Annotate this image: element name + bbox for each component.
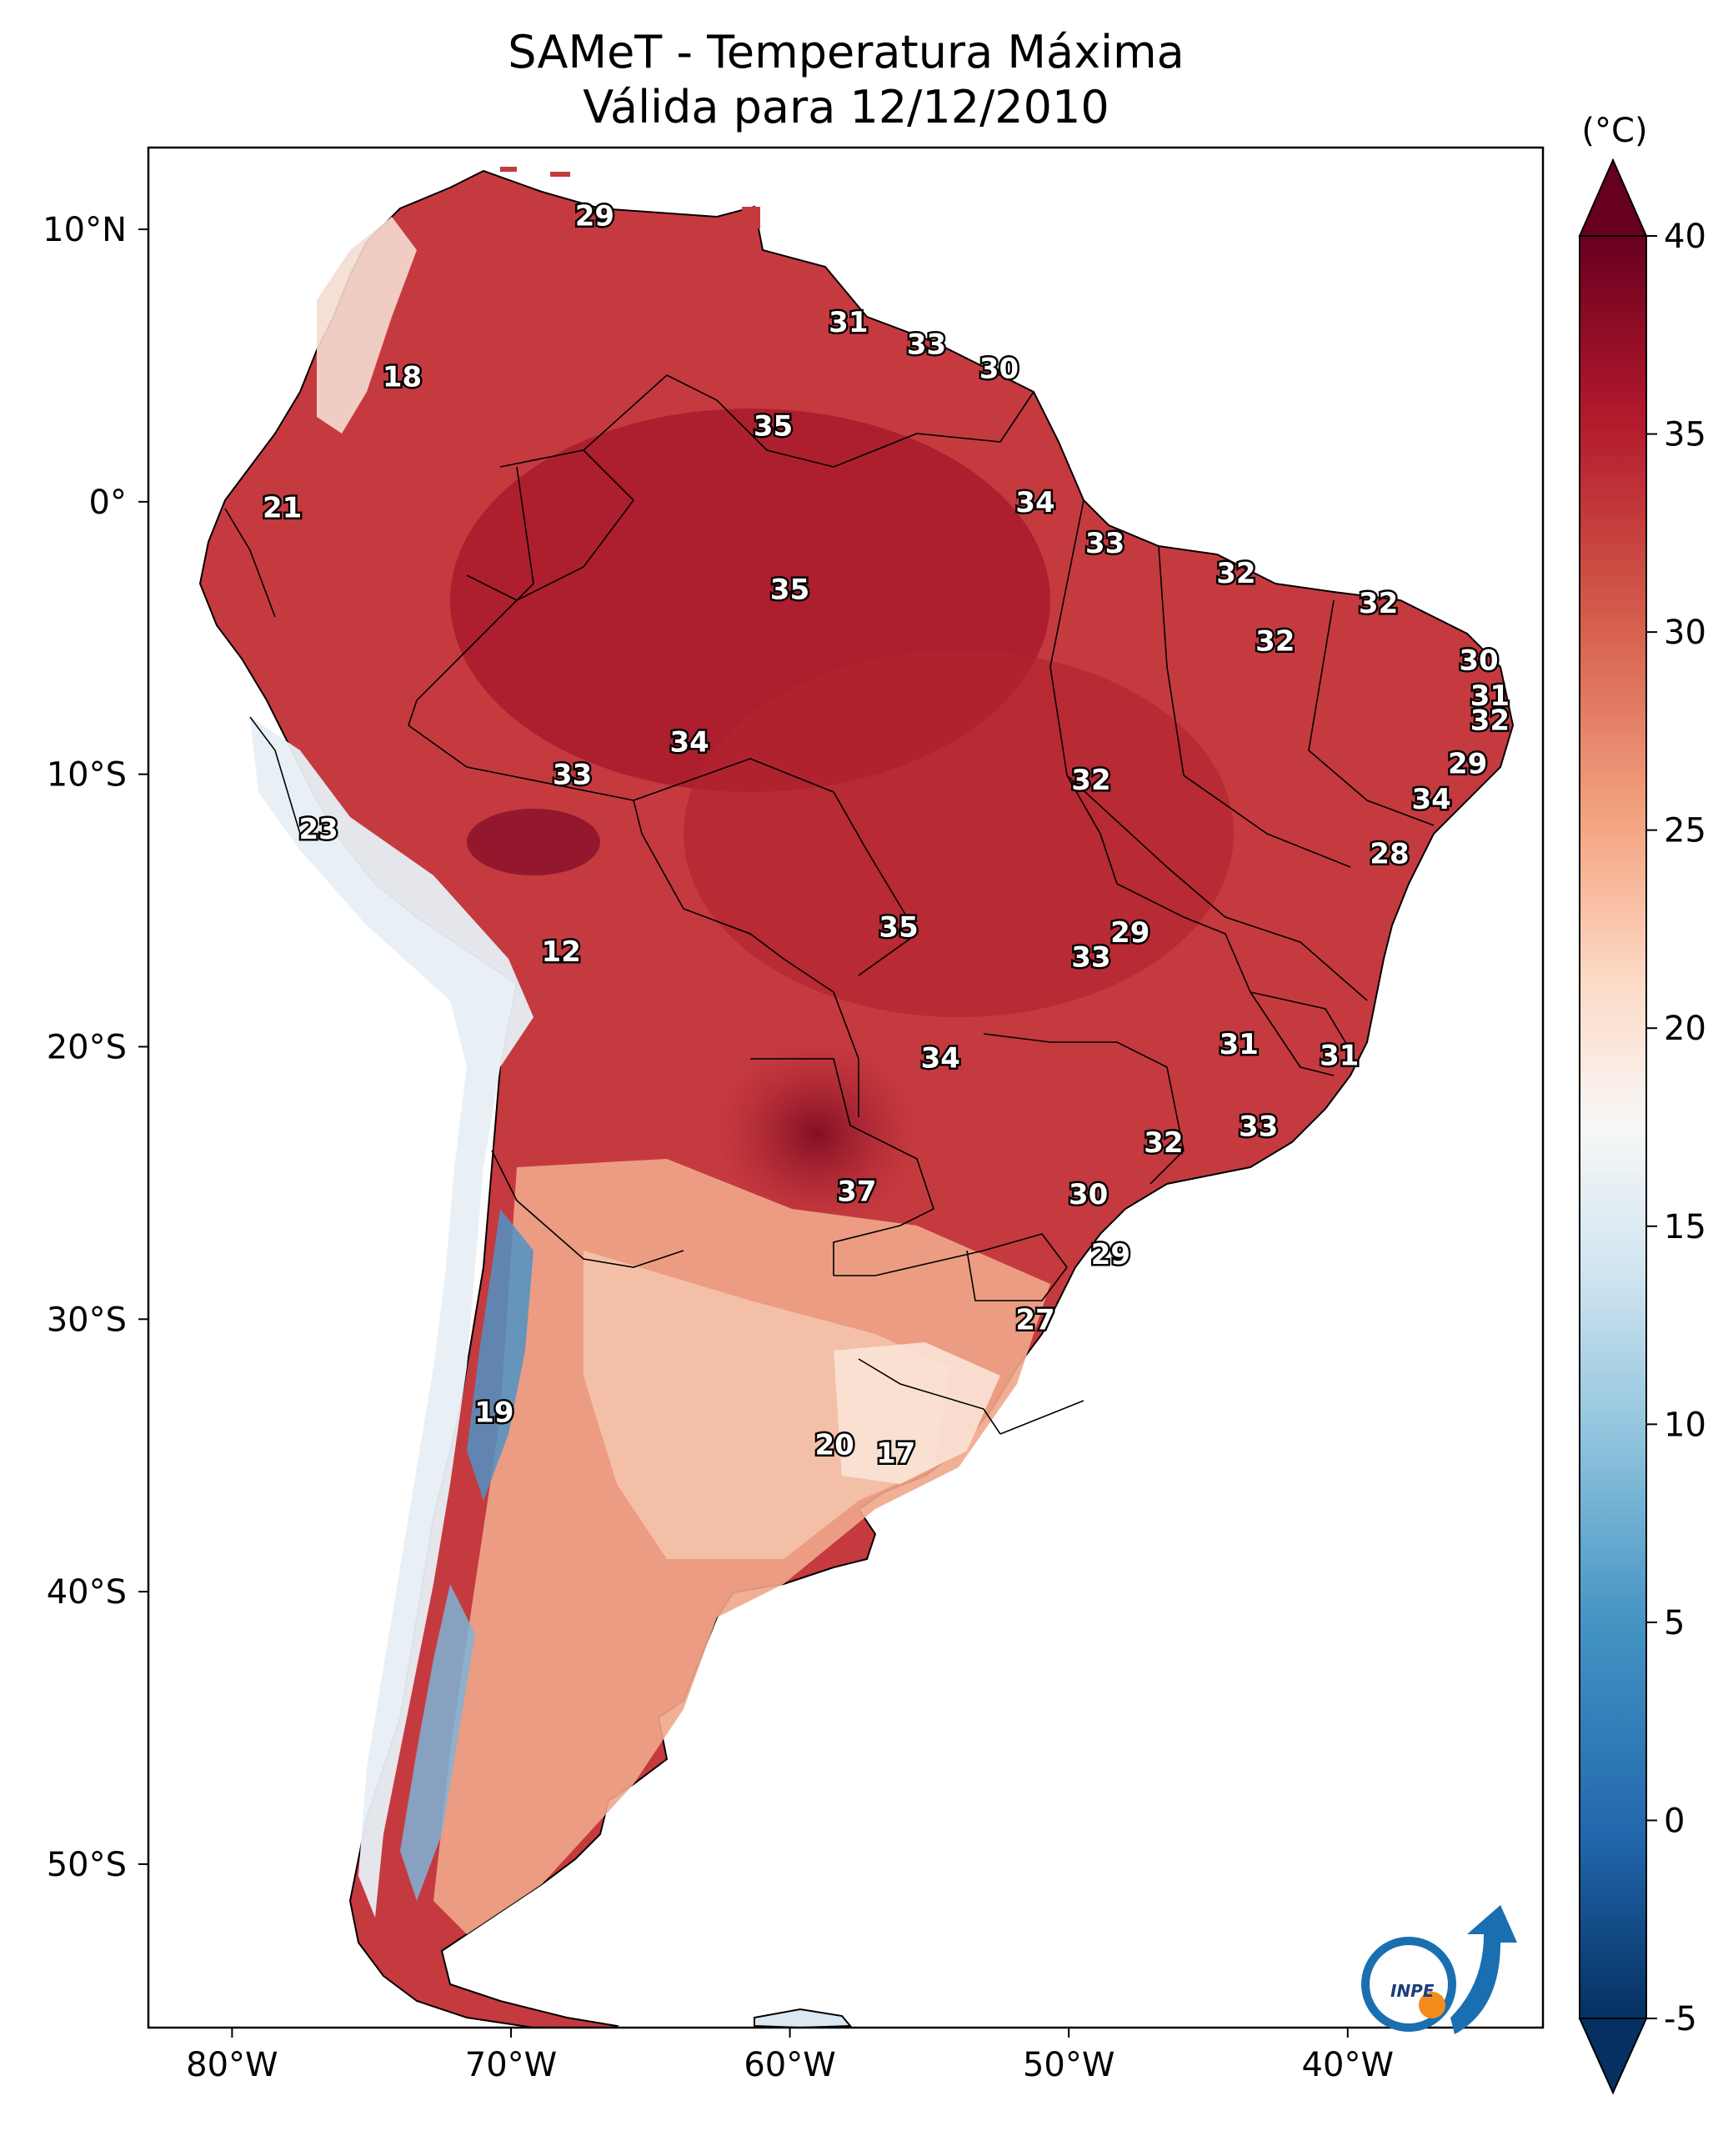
lat-tick-label: 30°S: [47, 1301, 127, 1339]
lon-tick-label: 80°W: [186, 2046, 278, 2084]
station-value-label: 32: [1255, 625, 1295, 659]
logo-text: INPE: [1390, 1981, 1435, 2001]
map-title: SAMeT - Temperatura Máxima: [508, 26, 1185, 78]
colorbar-tick-label: 5: [1664, 1604, 1685, 1642]
country-borders: [224, 374, 1435, 1435]
station-value-label: 32: [1470, 704, 1510, 737]
longitude-axis: 80°W 70°W 60°W 50°W 40°W: [186, 2028, 1394, 2084]
station-value-label: 35: [754, 409, 793, 443]
station-value-label: 29: [1448, 748, 1487, 781]
station-value-label: 27: [1015, 1303, 1054, 1336]
station-value-label: 35: [770, 573, 809, 606]
station-value-label: 28: [1370, 837, 1409, 870]
station-value-label: 31: [829, 306, 868, 339]
lat-tick-label: 50°S: [47, 1846, 127, 1884]
lon-tick-label: 40°W: [1302, 2046, 1394, 2084]
lat-tick-label: 10°S: [47, 756, 127, 795]
station-value-label: 21: [263, 491, 302, 524]
station-value-label: 33: [553, 759, 592, 792]
colorbar-max-extend: [1578, 158, 1648, 237]
lat-tick-label: 10°N: [43, 211, 127, 249]
station-value-label: 17: [876, 1436, 915, 1470]
station-value-label: 31: [1320, 1039, 1359, 1072]
lon-tick-label: 50°W: [1023, 2046, 1114, 2084]
colorbar-scale: [1579, 235, 1647, 2019]
lon-tick-label: 70°W: [465, 2046, 557, 2084]
colorbar-tick-label: 15: [1664, 1208, 1706, 1246]
station-value-label: 30: [979, 353, 1019, 386]
station-value-label: 23: [298, 813, 338, 846]
station-value-label: 29: [1091, 1238, 1130, 1271]
colorbar-tick-label: 30: [1664, 614, 1706, 652]
map-border: [147, 146, 1545, 2029]
station-value-label: 32: [1216, 557, 1255, 590]
inpe-logo: INPE: [1361, 1905, 1517, 2034]
station-value-label: 31: [1470, 679, 1510, 713]
station-value-label: 30: [1459, 644, 1498, 677]
colorbar-tick-label: 40: [1664, 218, 1706, 256]
station-value-label: 33: [1071, 941, 1110, 975]
station-value-label: 34: [669, 725, 709, 759]
station-value-label: 33: [1085, 527, 1124, 560]
station-value-label: 32: [1071, 764, 1110, 797]
station-value-label: 29: [1110, 916, 1150, 950]
latitude-axis: 10°N 0° 10°S 20°S 30°S 40°S 50°S: [43, 211, 148, 1884]
lat-tick-label: 0°: [89, 484, 127, 522]
colorbar-ticks: 40 35 30 25 20 15 10 5 0 -5: [1646, 218, 1706, 2038]
station-value-label: 32: [1144, 1126, 1183, 1160]
lon-tick-label: 60°W: [744, 2046, 835, 2084]
station-value-label: 34: [921, 1042, 960, 1075]
colorbar-tick-label: 25: [1664, 812, 1706, 850]
station-value-label: 30: [1069, 1178, 1108, 1211]
station-value-label: 12: [542, 935, 581, 969]
station-value-label: 33: [1239, 1110, 1278, 1143]
station-value-label: 29: [575, 200, 614, 233]
station-value-label: 19: [474, 1396, 513, 1429]
colorbar-tick-label: 0: [1664, 1802, 1685, 1840]
lat-tick-label: 20°S: [47, 1028, 127, 1066]
station-value-label: 20: [814, 1429, 854, 1462]
station-value-label: 34: [1411, 783, 1450, 816]
lat-tick-label: 40°S: [47, 1573, 127, 1612]
station-value-label: 34: [1015, 486, 1054, 519]
station-value-label: 18: [383, 361, 422, 394]
station-value-label: 31: [1220, 1028, 1259, 1061]
temperature-field: [198, 167, 1515, 2028]
station-value-label: 35: [879, 911, 918, 945]
station-value-label: 37: [837, 1176, 876, 1209]
station-value-label: 32: [1359, 587, 1398, 620]
colorbar-min-extend: [1578, 2018, 1648, 2095]
colorbar-unit: (°C): [1581, 112, 1647, 150]
colorbar-tick-label: 10: [1664, 1406, 1706, 1444]
colorbar-tick-label: 20: [1664, 1010, 1706, 1048]
station-value-label: 33: [907, 328, 946, 361]
colorbar-tick-label: -5: [1664, 2000, 1697, 2038]
colorbar: (°C) 40 35 30 25 20 15 10 5 0 -5: [1578, 112, 1706, 2095]
colorbar-tick-label: 35: [1664, 416, 1706, 454]
map-subtitle: Válida para 12/12/2010: [583, 81, 1109, 133]
